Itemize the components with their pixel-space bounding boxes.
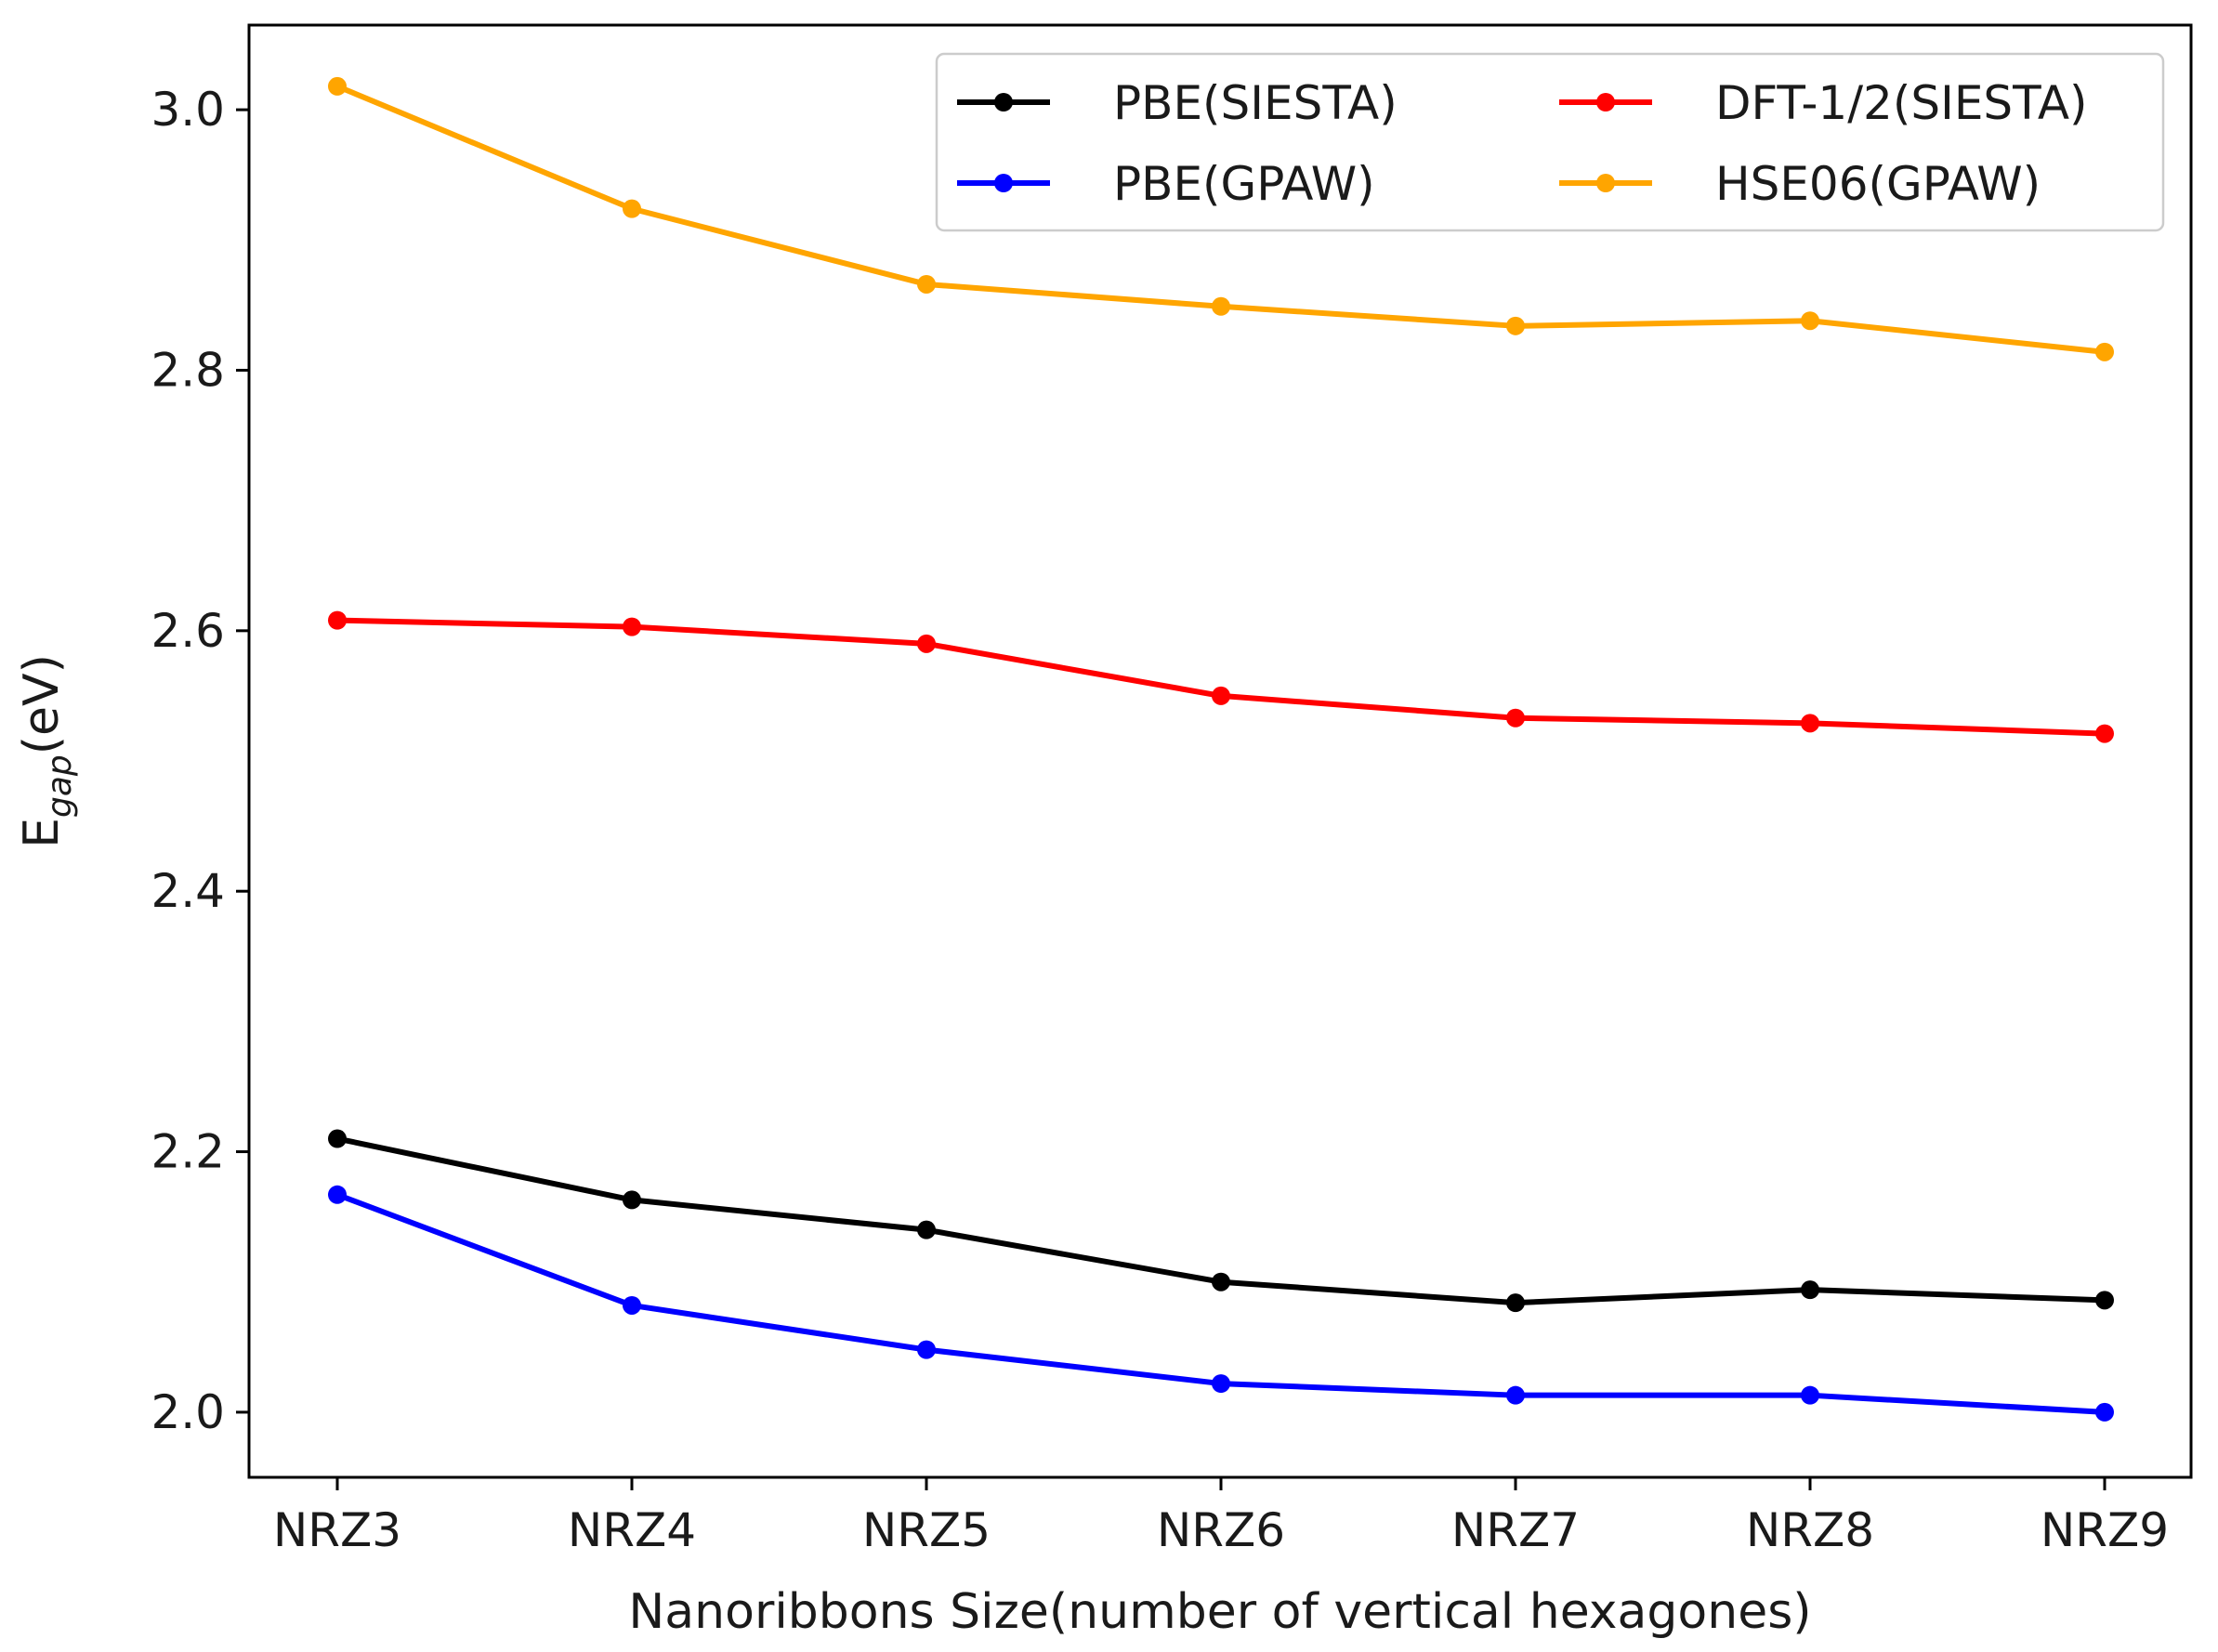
data-point	[328, 1129, 347, 1148]
data-point	[1801, 311, 1819, 331]
x-tick-label: NRZ4	[568, 1503, 696, 1557]
y-tick-label: 2.6	[151, 604, 225, 658]
series-3	[328, 76, 2114, 361]
y-axis-label-main: E	[14, 818, 70, 848]
y-tick-label: 3.0	[151, 83, 225, 137]
data-point	[917, 1220, 936, 1239]
legend-label: HSE06(GPAW)	[1715, 157, 2041, 211]
series-layer	[328, 76, 2114, 1422]
legend-entry: HSE06(GPAW)	[1559, 157, 2041, 211]
data-point	[1506, 708, 1525, 728]
data-point	[1801, 1280, 1819, 1300]
data-point	[1801, 1385, 1819, 1405]
legend-box	[935, 52, 2165, 232]
series-1	[328, 610, 2114, 743]
data-point	[1212, 1374, 1230, 1394]
x-tick-label: NRZ8	[1746, 1503, 1874, 1557]
legend-label: PBE(SIESTA)	[1113, 76, 1398, 130]
y-axis-label-unit: (eV)	[14, 654, 70, 754]
data-point	[917, 634, 936, 653]
data-point	[2095, 342, 2114, 361]
data-point	[623, 617, 641, 636]
data-point	[2095, 1291, 2114, 1310]
x-tick-label: NRZ9	[2041, 1503, 2169, 1557]
data-point	[328, 76, 347, 96]
data-point	[328, 1185, 347, 1204]
x-tick-label: NRZ3	[273, 1503, 401, 1557]
data-point	[1506, 1385, 1525, 1405]
x-axis: NRZ3 NRZ4 NRZ5 NRZ6 NRZ7 NRZ8 NRZ9	[273, 1477, 2169, 1557]
data-point	[1212, 686, 1230, 705]
y-tick-label: 2.8	[151, 343, 225, 397]
y-axis-label-sub: gap	[41, 754, 79, 818]
data-point	[2095, 724, 2114, 743]
x-tick-label: NRZ6	[1157, 1503, 1285, 1557]
legend-entry: PBE(GPAW)	[957, 157, 1375, 211]
legend-label: DFT-1/2(SIESTA)	[1715, 76, 2088, 130]
data-point	[328, 610, 347, 630]
data-point	[2095, 1402, 2114, 1422]
y-tick-label: 2.2	[151, 1125, 225, 1179]
legend-label: PBE(GPAW)	[1113, 157, 1375, 211]
data-point	[1212, 1272, 1230, 1291]
data-point	[917, 1340, 936, 1359]
series-0	[328, 1129, 2114, 1313]
x-tick-label: NRZ5	[862, 1503, 991, 1557]
data-point	[1801, 714, 1819, 733]
data-point	[1506, 1293, 1525, 1313]
data-point	[1506, 316, 1525, 335]
y-axis: 2.0 2.2 2.4 2.6 2.8 3.0	[151, 83, 249, 1439]
x-axis-label: Nanoribbons Size(number of vertical hexa…	[628, 1584, 1811, 1640]
legend: PBE(SIESTA) DFT-1/2(SIESTA) PBE(GPAW) HSE06…	[935, 52, 2165, 232]
data-point	[917, 274, 936, 294]
data-point	[623, 1190, 641, 1210]
data-point	[623, 199, 641, 218]
y-axis-label: Egap(eV)	[14, 654, 79, 848]
legend-swatch-marker	[1596, 174, 1615, 192]
y-tick-label: 2.0	[151, 1385, 225, 1439]
legend-swatch-marker	[994, 93, 1013, 111]
series-2	[328, 1185, 2114, 1422]
legend-entry: PBE(SIESTA)	[957, 76, 1398, 130]
legend-swatch-marker	[994, 174, 1013, 192]
x-tick-label: NRZ7	[1451, 1503, 1580, 1557]
y-tick-label: 2.4	[151, 864, 225, 918]
legend-swatch-marker	[1596, 93, 1615, 111]
data-point	[623, 1295, 641, 1315]
legend-entry: DFT-1/2(SIESTA)	[1559, 76, 2088, 130]
data-point	[1212, 296, 1230, 316]
